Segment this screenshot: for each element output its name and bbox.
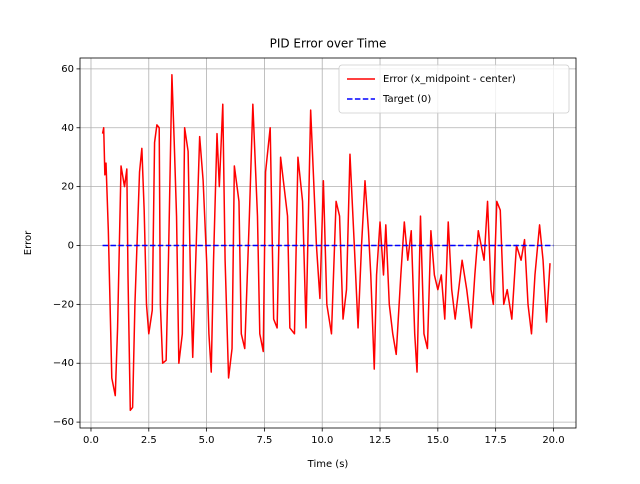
y-tick-label: 60 (61, 64, 74, 75)
x-tick-label: 17.5 (485, 435, 507, 446)
y-tick-label: 40 (61, 123, 74, 134)
x-tick-label: 10.0 (311, 435, 333, 446)
legend: Error (x_midpoint - center) Target (0) (338, 64, 570, 114)
y-axis-label: Error (23, 230, 34, 255)
x-tick-label: 20.0 (542, 435, 564, 446)
legend-label: Target (0) (382, 94, 431, 105)
y-tick-label: 0 (68, 241, 74, 252)
data-line (101, 74, 551, 412)
x-tick-label: 5.0 (199, 435, 215, 446)
x-tick-label: 12.5 (369, 435, 391, 446)
y-tick-label: −60 (53, 417, 74, 428)
chart-title: PID Error over Time (270, 37, 387, 51)
x-tick-label: 15.0 (427, 435, 449, 446)
x-tick-label: 0.0 (83, 435, 99, 446)
legend-label: Error (x_midpoint - center) (383, 74, 516, 85)
y-tick-label: −40 (53, 358, 74, 369)
x-axis-label: Time (s) (307, 459, 349, 470)
legend-box (338, 64, 570, 114)
x-tick-label: 2.5 (141, 435, 157, 446)
y-tick-label: −20 (53, 299, 74, 310)
x-tick-label: 7.5 (256, 435, 272, 446)
y-tick-label: 20 (61, 182, 74, 193)
plot-frame (79, 57, 577, 429)
